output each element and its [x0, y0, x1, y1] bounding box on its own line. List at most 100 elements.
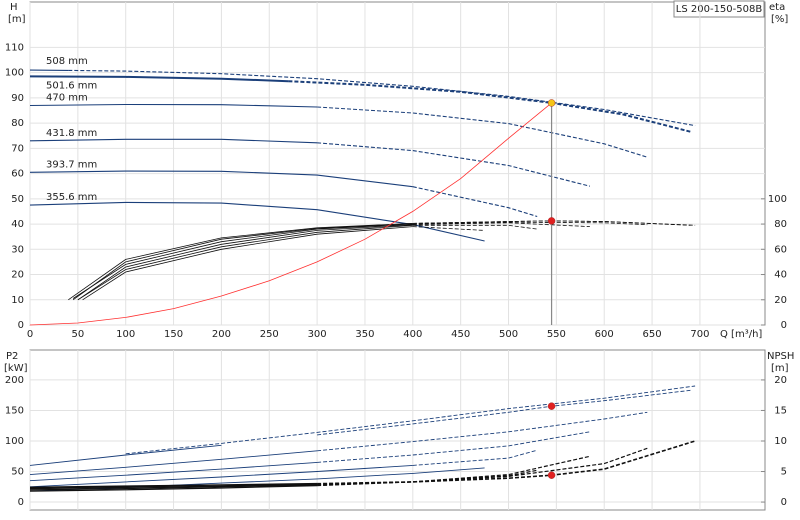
curve	[68, 223, 413, 301]
curve	[412, 186, 538, 218]
y2-tick-label: 20	[774, 295, 787, 306]
y2-tick-label: 60	[774, 244, 787, 255]
curve	[77, 224, 413, 301]
y2-axis-unit: [m]	[771, 363, 789, 374]
curve-label: 508 mm	[46, 56, 88, 67]
curve-label: 393.7 mm	[46, 159, 97, 170]
curve	[412, 449, 538, 466]
x-tick-label: 500	[499, 329, 518, 340]
curve	[29, 170, 413, 188]
y-tick-label: 90	[11, 93, 24, 104]
duty-point	[547, 471, 556, 479]
y2-tick-label: 15	[774, 405, 787, 416]
x-tick-label: 250	[260, 329, 279, 340]
plot-frame	[29, 1, 766, 326]
curve	[29, 75, 289, 83]
y-axis-label: H	[10, 2, 18, 13]
curve	[412, 221, 648, 226]
title-box	[673, 0, 765, 18]
curve	[29, 485, 318, 492]
curve	[29, 103, 318, 108]
y2-tick-label: 0	[781, 320, 787, 331]
y-tick-label: 20	[11, 270, 24, 281]
curve	[412, 224, 538, 230]
y-tick-label: 0	[18, 320, 24, 331]
y-axis-unit: [kW]	[4, 363, 28, 374]
x-tick-label: 650	[643, 329, 662, 340]
curve	[29, 450, 318, 476]
curve	[317, 411, 648, 452]
curve	[29, 138, 318, 144]
curve	[317, 142, 591, 187]
curve	[82, 226, 413, 301]
curve	[29, 484, 318, 491]
y-tick-label: 30	[11, 244, 24, 255]
curve	[77, 224, 413, 301]
curve	[317, 469, 538, 487]
curve	[68, 69, 696, 127]
curve	[125, 385, 696, 455]
x-axis-label: Q [m³/h]	[720, 329, 762, 340]
y-tick-label: 80	[11, 118, 24, 129]
y-tick-label: 0	[18, 497, 24, 508]
curve-label: 470 mm	[46, 92, 88, 103]
y2-tick-label: 10	[774, 436, 787, 447]
curve	[72, 223, 413, 301]
y2-axis-label: eta	[769, 2, 785, 13]
y2-tick-label: 100	[768, 194, 787, 205]
curve	[412, 222, 590, 227]
curve	[317, 440, 696, 485]
duty-point	[547, 402, 556, 410]
y-tick-label: 100	[5, 68, 24, 79]
y2-tick-label: 0	[781, 497, 787, 508]
y2-tick-label: 40	[774, 270, 787, 281]
y2-tick-label: 5	[781, 467, 787, 478]
y-tick-label: 100	[5, 436, 24, 447]
curve	[317, 106, 648, 158]
x-tick-label: 400	[403, 329, 422, 340]
y2-axis-label: NPSH	[767, 351, 794, 362]
y-tick-label: 150	[5, 405, 24, 416]
curve	[317, 431, 590, 463]
x-tick-label: 150	[164, 329, 183, 340]
chart-title: LS 200-150-508B	[676, 4, 763, 15]
x-tick-label: 0	[27, 329, 33, 340]
curve-label: 431.8 mm	[46, 128, 97, 139]
y2-tick-label: 80	[774, 219, 787, 230]
x-tick-label: 50	[71, 329, 84, 340]
y-tick-label: 110	[5, 42, 24, 53]
duty-point	[547, 217, 556, 225]
curve-label: 501.6 mm	[46, 80, 97, 91]
y2-tick-label: 20	[774, 375, 787, 386]
y-tick-label: 60	[11, 169, 24, 180]
y-tick-label: 70	[11, 143, 24, 154]
x-tick-label: 100	[116, 329, 135, 340]
duty-point	[547, 99, 556, 107]
y-tick-label: 40	[11, 219, 24, 230]
curve	[29, 464, 413, 488]
y-tick-label: 200	[5, 375, 24, 386]
curve-label: 355.6 mm	[46, 192, 97, 203]
curve	[72, 223, 413, 299]
curve	[29, 102, 552, 326]
x-tick-label: 700	[690, 329, 709, 340]
y2-axis-unit: [%]	[771, 14, 788, 25]
y-tick-label: 50	[11, 467, 24, 478]
curve	[29, 444, 222, 466]
y-tick-label: 50	[11, 194, 24, 205]
curve	[288, 80, 691, 133]
y-tick-label: 10	[11, 295, 24, 306]
x-tick-label: 200	[212, 329, 231, 340]
y-axis-label: P2	[6, 351, 18, 362]
x-tick-label: 300	[308, 329, 327, 340]
x-tick-label: 600	[595, 329, 614, 340]
x-tick-label: 350	[355, 329, 374, 340]
curve	[29, 461, 318, 482]
curve	[29, 482, 318, 489]
x-tick-label: 450	[451, 329, 470, 340]
curve	[29, 201, 485, 242]
curve	[317, 389, 691, 436]
y-axis-unit: [m]	[8, 14, 26, 25]
